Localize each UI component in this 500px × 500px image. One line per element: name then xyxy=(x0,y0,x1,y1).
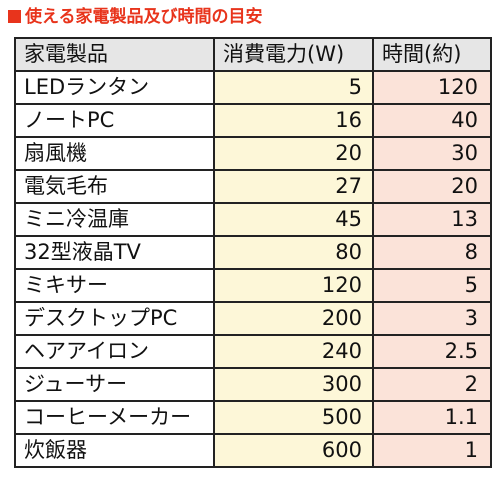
power-watts: 240 xyxy=(213,334,374,369)
power-watts: 120 xyxy=(213,268,374,303)
table-row: 32型液晶TV 80 8 xyxy=(14,235,492,270)
power-watts: 300 xyxy=(213,367,374,402)
usage-hours: 8 xyxy=(372,235,492,270)
appliance-name: ミニ冷温庫 xyxy=(14,202,215,237)
appliance-name: ヘアアイロン xyxy=(14,334,215,369)
power-watts: 16 xyxy=(213,103,374,138)
appliance-name: 32型液晶TV xyxy=(14,235,215,270)
square-bullet-icon xyxy=(8,10,21,23)
appliance-name: LEDランタン xyxy=(14,70,215,105)
table-row: 炊飯器 600 1 xyxy=(14,433,492,468)
appliance-name: コーヒーメーカー xyxy=(14,400,215,435)
table-row: ヘアアイロン 240 2.5 xyxy=(14,334,492,369)
header-appliance: 家電製品 xyxy=(14,37,215,72)
appliance-table: 家電製品 消費電力(W) 時間(約) LEDランタン 5 120 ノートPC 1… xyxy=(14,37,492,468)
power-watts: 200 xyxy=(213,301,374,336)
table-header-row: 家電製品 消費電力(W) 時間(約) xyxy=(14,37,492,72)
usage-hours: 13 xyxy=(372,202,492,237)
header-hours: 時間(約) xyxy=(372,37,492,72)
appliance-name: 扇風機 xyxy=(14,136,215,171)
appliance-name: ジューサー xyxy=(14,367,215,402)
usage-hours: 3 xyxy=(372,301,492,336)
usage-hours: 5 xyxy=(372,268,492,303)
power-watts: 27 xyxy=(213,169,374,204)
table-row: ミキサー 120 5 xyxy=(14,268,492,303)
usage-hours: 30 xyxy=(372,136,492,171)
appliance-name: ノートPC xyxy=(14,103,215,138)
table-row: コーヒーメーカー 500 1.1 xyxy=(14,400,492,435)
table-row: LEDランタン 5 120 xyxy=(14,70,492,105)
header-power: 消費電力(W) xyxy=(213,37,374,72)
table-row: 電気毛布 27 20 xyxy=(14,169,492,204)
page-title: 使える家電製品及び時間の目安 xyxy=(8,4,263,30)
page-title-text: 使える家電製品及び時間の目安 xyxy=(25,7,263,27)
appliance-name: デスクトップPC xyxy=(14,301,215,336)
usage-hours: 120 xyxy=(372,70,492,105)
appliance-name: 電気毛布 xyxy=(14,169,215,204)
table-row: ジューサー 300 2 xyxy=(14,367,492,402)
power-watts: 45 xyxy=(213,202,374,237)
usage-hours: 2 xyxy=(372,367,492,402)
power-watts: 20 xyxy=(213,136,374,171)
usage-hours: 20 xyxy=(372,169,492,204)
appliance-name: ミキサー xyxy=(14,268,215,303)
usage-hours: 40 xyxy=(372,103,492,138)
table-row: ノートPC 16 40 xyxy=(14,103,492,138)
power-watts: 5 xyxy=(213,70,374,105)
table-row: ミニ冷温庫 45 13 xyxy=(14,202,492,237)
usage-hours: 1 xyxy=(372,433,492,468)
usage-hours: 2.5 xyxy=(372,334,492,369)
power-watts: 80 xyxy=(213,235,374,270)
appliance-name: 炊飯器 xyxy=(14,433,215,468)
power-watts: 600 xyxy=(213,433,374,468)
power-watts: 500 xyxy=(213,400,374,435)
table-row: 扇風機 20 30 xyxy=(14,136,492,171)
usage-hours: 1.1 xyxy=(372,400,492,435)
table-row: デスクトップPC 200 3 xyxy=(14,301,492,336)
